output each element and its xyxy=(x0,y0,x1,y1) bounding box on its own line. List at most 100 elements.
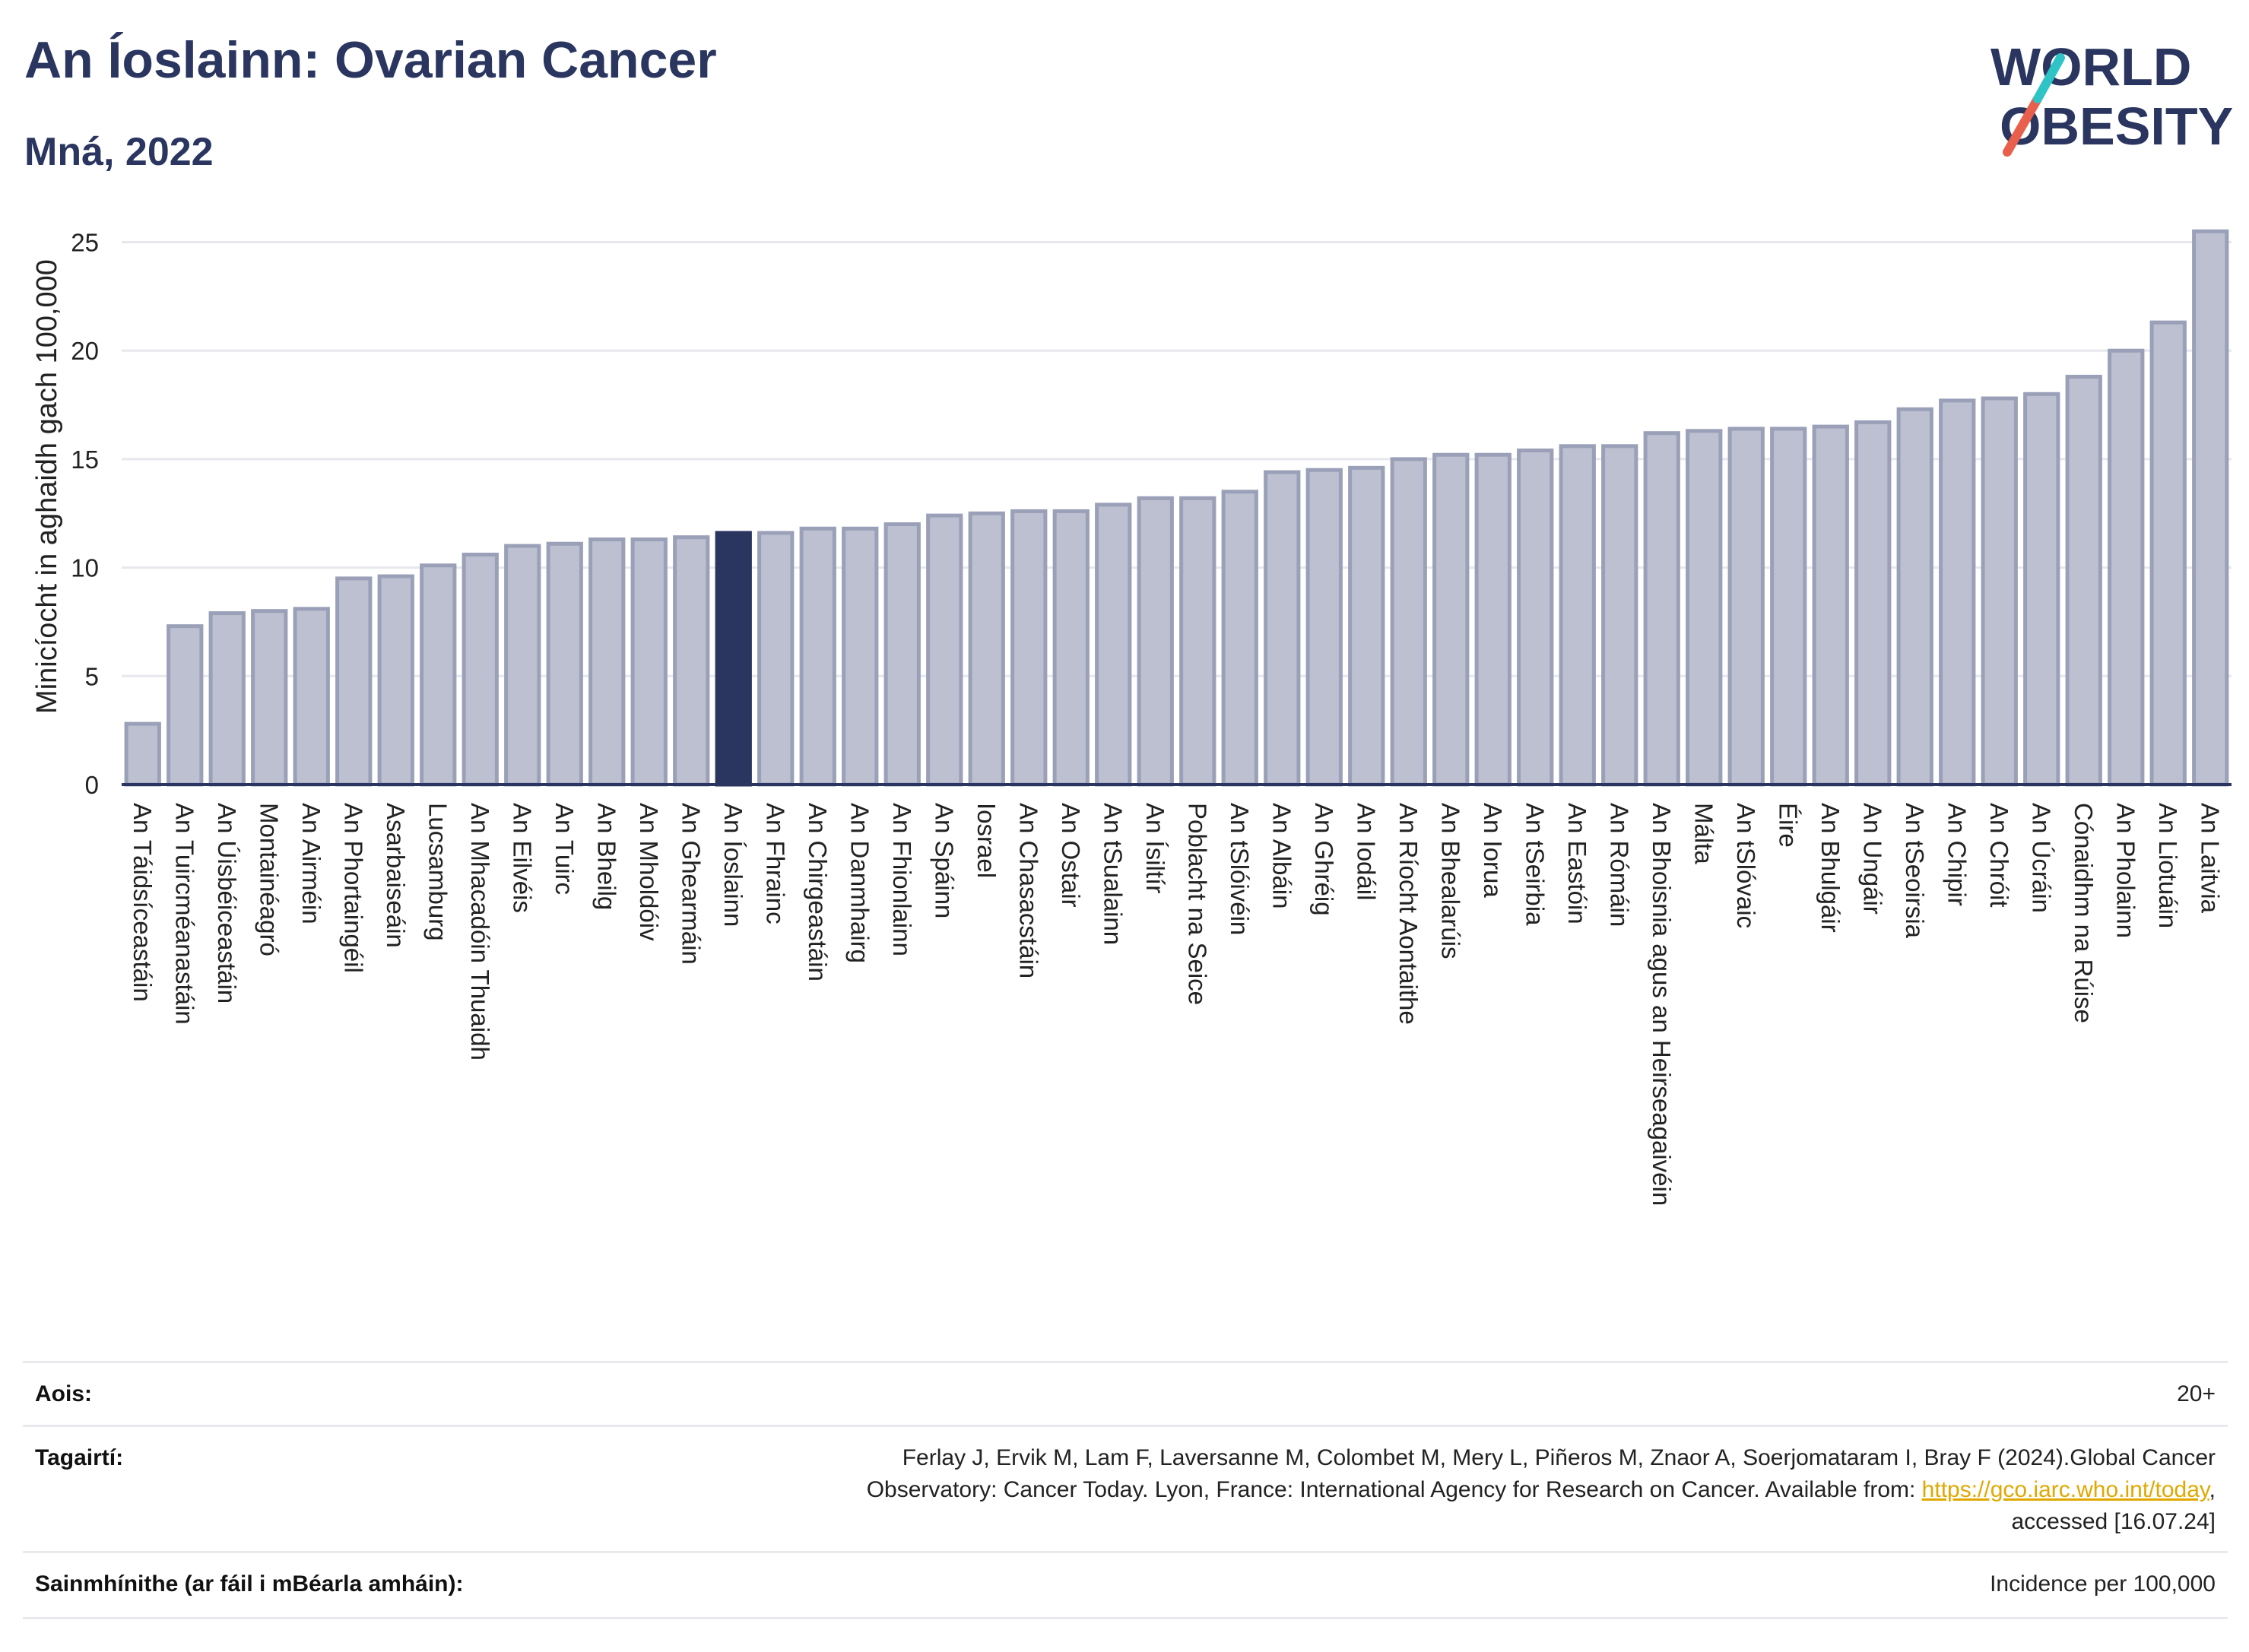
bar xyxy=(757,531,795,787)
x-tick-label: An Pholainn xyxy=(2111,803,2140,938)
x-tick-label: An Laitvia xyxy=(2196,803,2224,914)
x-tick-label: An Táidsíceastáin xyxy=(128,803,157,1002)
x-tick-label: An Chróit xyxy=(1985,803,2013,908)
x-tick-label: An Ghréig xyxy=(1310,803,1338,916)
bars-layer xyxy=(124,229,2229,787)
bar xyxy=(167,624,204,787)
reference-line-1: Ferlay J, Ervik M, Lam F, Laversanne M, … xyxy=(902,1445,2216,1470)
bar xyxy=(462,552,499,787)
bar xyxy=(799,526,836,787)
bar xyxy=(1221,490,1258,787)
x-tick-label: An Ísiltír xyxy=(1141,803,1169,893)
x-tick-label: An tSualainn xyxy=(1099,803,1127,945)
x-tick-label: An Eilvéis xyxy=(508,803,536,913)
bar xyxy=(251,609,288,787)
x-tick-label: An Liotuáin xyxy=(2154,803,2182,928)
bar-highlighted xyxy=(715,531,752,787)
bar xyxy=(1052,509,1090,787)
bar xyxy=(1896,407,1933,787)
bar xyxy=(2023,392,2060,787)
bar xyxy=(883,522,921,787)
logo-slash-coral xyxy=(2003,94,2042,157)
x-tick-label: An Bheilg xyxy=(592,803,620,910)
x-tick-label: An tSlóivéin xyxy=(1226,803,1254,935)
bar xyxy=(1643,431,1680,787)
x-tick-label: An Bhulgáir xyxy=(1816,803,1845,933)
x-tick-label: Poblacht na Seice xyxy=(1183,803,1211,1005)
bar xyxy=(1854,420,1892,787)
x-tick-label: An Eastóin xyxy=(1563,803,1591,924)
bar xyxy=(673,535,710,787)
y-tick-label: 5 xyxy=(85,662,99,690)
logo-line1: WORLD xyxy=(1990,37,2191,97)
reference-line-2-text: Observatory: Cancer Today. Lyon, France:… xyxy=(866,1477,1922,1502)
reference-link[interactable]: https://gco.iarc.who.int/today xyxy=(1921,1477,2209,1502)
x-tick-label: An Íoslainn xyxy=(719,803,747,927)
bar xyxy=(1981,396,2018,787)
bar xyxy=(1264,470,1301,787)
footer-references-value: Ferlay J, Ervik M, Lam F, Laversanne M, … xyxy=(867,1442,2216,1538)
bar xyxy=(1770,426,1807,787)
bar xyxy=(377,574,414,787)
bar xyxy=(1179,496,1216,787)
bar xyxy=(630,537,668,787)
bar xyxy=(504,544,541,787)
x-tick-label: An Iorua xyxy=(1479,803,1507,898)
x-tick-label: An Tuircméanastáin xyxy=(170,803,198,1025)
bar xyxy=(1305,468,1343,787)
footer-references-label: Tagairtí: xyxy=(35,1445,124,1470)
x-tick-label: An Phortaingéil xyxy=(339,803,367,973)
x-tick-label: An Fhionlainn xyxy=(888,803,916,956)
page-subtitle: Mná, 2022 xyxy=(24,130,214,174)
bar xyxy=(1727,426,1765,787)
x-tick-label: An tSlóvaic xyxy=(1732,803,1760,928)
x-tick-label: An Mhacadóin Thuaidh xyxy=(466,803,494,1061)
x-tick-label: An Ungáir xyxy=(1858,803,1886,915)
bar xyxy=(1812,424,1849,787)
bar xyxy=(335,576,373,787)
y-tick-label: 10 xyxy=(71,554,99,582)
y-tick-label: 0 xyxy=(85,771,99,799)
bar xyxy=(1095,503,1132,787)
bar xyxy=(293,607,330,787)
x-tick-label: An Danmhairg xyxy=(845,803,874,963)
bar xyxy=(2065,374,2102,787)
footer-row-age: Aois: 20+ xyxy=(23,1361,2228,1427)
bar xyxy=(2192,229,2229,787)
labels-layer: 0 5 10 15 20 25 An Táidsíceastáin An Tuircméana… xyxy=(71,229,2224,1206)
x-tick-label: Málta xyxy=(1689,803,1718,864)
x-tick-label: An Tuirc xyxy=(550,803,579,895)
bar xyxy=(546,541,583,787)
bar xyxy=(1137,496,1174,787)
bar xyxy=(420,563,457,787)
reference-line-2-end: , xyxy=(2209,1477,2216,1502)
bar xyxy=(1939,398,1976,787)
footer-age-value: 20+ xyxy=(2177,1381,2216,1406)
bar xyxy=(1010,509,1048,787)
logo-line2: OBESITY xyxy=(2000,97,2233,156)
x-tick-label: An Iodáil xyxy=(1352,803,1380,900)
bar xyxy=(1686,429,1723,787)
bar xyxy=(968,511,1005,787)
bar xyxy=(1432,452,1470,787)
reference-line-2: Observatory: Cancer Today. Lyon, France:… xyxy=(867,1474,2216,1506)
x-tick-label: An Úisbéiceastáin xyxy=(213,803,241,1004)
bar xyxy=(208,611,246,787)
footer-row-definitions: Sainmhínithe (ar fáil i mBéarla amháin):… xyxy=(23,1551,2228,1619)
x-tick-label: An Airméin xyxy=(297,803,325,924)
x-tick-label: An Ostair xyxy=(1057,803,1085,908)
x-tick-label: An Chirgeastáin xyxy=(804,803,832,981)
footer-definitions-value: Incidence per 100,000 xyxy=(1990,1571,2216,1597)
x-tick-label: Lucsamburg xyxy=(423,803,452,941)
x-tick-label: Éire xyxy=(1774,803,1802,848)
x-tick-label: An Rómáin xyxy=(1605,803,1633,927)
bar xyxy=(1390,457,1427,787)
reference-line-3: accessed [16.07.24] xyxy=(2011,1509,2216,1534)
bar-chart: 0 5 10 15 20 25 An Táidsíceastáin An Tuircméana… xyxy=(31,229,2232,1206)
bar xyxy=(842,526,879,787)
x-tick-label: An Bhoisnia agus an Heirseagaivéin xyxy=(1648,803,1676,1206)
logo-slash-teal xyxy=(2033,53,2065,103)
x-tick-label: An Chipir xyxy=(1943,803,1971,906)
x-tick-label: Montainéagró xyxy=(255,803,283,956)
x-tick-label: Asarbaiseáin xyxy=(382,803,410,948)
